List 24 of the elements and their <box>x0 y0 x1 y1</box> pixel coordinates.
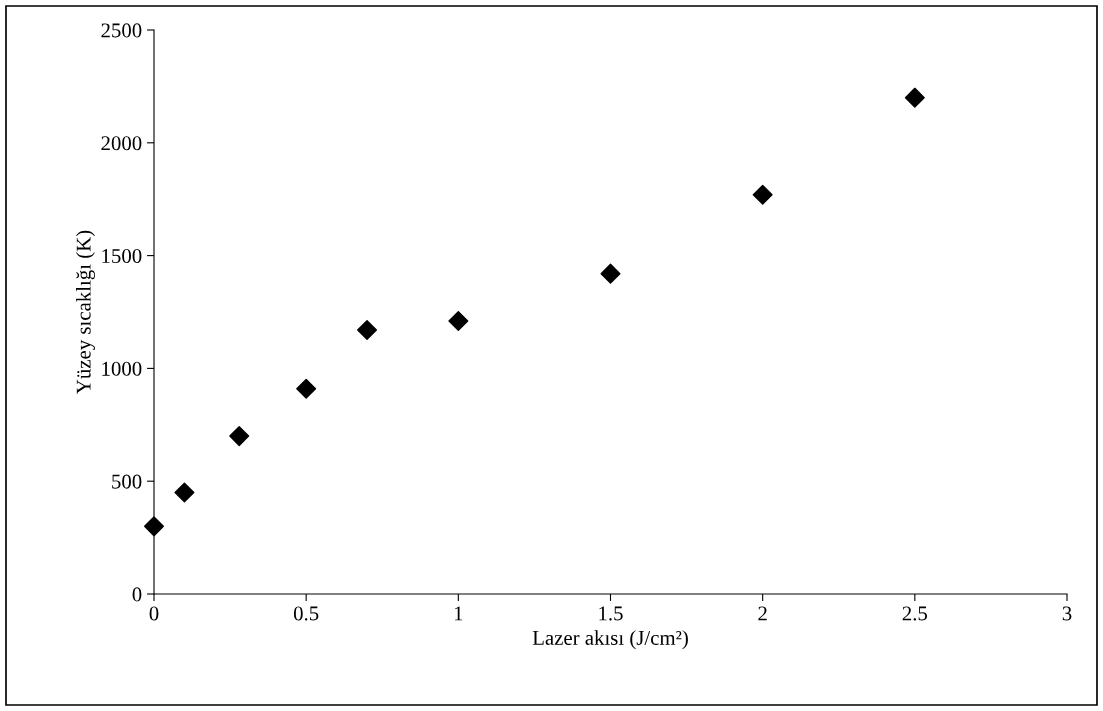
y-tick-label: 1000 <box>102 361 142 376</box>
x-tick-label: 0 <box>149 606 159 621</box>
y-tick-label: 500 <box>112 474 142 489</box>
x-tick-label: 2.5 <box>902 606 928 621</box>
x-tick-label: 2 <box>758 606 767 621</box>
y-tick-label: 2000 <box>101 136 142 151</box>
point <box>296 378 317 399</box>
x-tick-label: 0.5 <box>293 606 319 621</box>
x-axis-title: Lazer akısı (J/cm²) <box>532 630 688 650</box>
y-tick-label: 0 <box>132 587 142 602</box>
point <box>904 87 925 108</box>
y-axis-title: Yüzey sıcaklığı (K) <box>76 230 95 394</box>
x-tick-label: 1.5 <box>599 606 623 621</box>
point <box>357 320 378 341</box>
y-tick-label: 2500 <box>101 23 142 38</box>
point <box>229 426 250 447</box>
x-tick-label: 3 <box>1062 606 1072 621</box>
point <box>752 184 773 205</box>
point <box>448 311 469 332</box>
point <box>143 516 165 537</box>
point <box>600 263 621 284</box>
x-tick-label: 1 <box>454 606 463 621</box>
point <box>174 482 195 503</box>
y-tick-label: 1500 <box>102 248 142 264</box>
